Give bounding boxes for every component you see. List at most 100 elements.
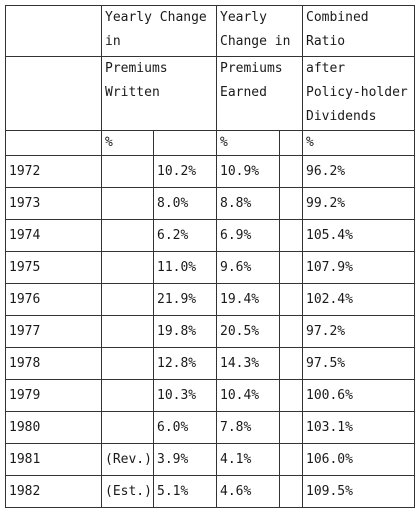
ratio-cell: 107.9% (303, 252, 415, 284)
header-row-2: Premiums Written Premiums Earned after P… (6, 57, 415, 131)
written-cell: 19.8% (154, 316, 217, 348)
earned-cell: 7.8% (217, 412, 280, 444)
earned-spacer (280, 476, 303, 508)
year-cell: 1979 (6, 380, 102, 412)
written-cell: 12.8% (154, 348, 217, 380)
ratio-cell: 102.4% (303, 284, 415, 316)
table-row: 1982 (Est.) 5.1% 4.6% 109.5% (6, 476, 415, 508)
ratio-cell: 100.6% (303, 380, 415, 412)
earned-spacer (280, 156, 303, 188)
earned-subheader-line-1: Premiums (220, 57, 302, 81)
year-header-cell-2 (6, 57, 102, 131)
written-subheader-line-2: Written (105, 81, 216, 105)
note-cell (102, 380, 154, 412)
written-cell: 8.0% (154, 188, 217, 220)
year-cell: 1981 (6, 444, 102, 476)
header-row-1: Yearly Change in Yearly Change in Combin… (6, 6, 415, 57)
earned-spacer (280, 412, 303, 444)
earned-spacer (280, 444, 303, 476)
earned-spacer (280, 380, 303, 412)
earned-header-top: Yearly Change in (217, 6, 303, 57)
unit-earned-spacer (280, 131, 303, 156)
earned-cell: 10.4% (217, 380, 280, 412)
note-cell: (Rev.) (102, 444, 154, 476)
written-cell: 10.3% (154, 380, 217, 412)
ratio-cell: 103.1% (303, 412, 415, 444)
table-row: 1976 21.9% 19.4% 102.4% (6, 284, 415, 316)
earned-spacer (280, 348, 303, 380)
written-header-line-2: in (105, 30, 216, 54)
written-cell: 5.1% (154, 476, 217, 508)
earned-subheader-line-2: Earned (220, 81, 302, 105)
earned-spacer (280, 220, 303, 252)
unit-written-spacer (154, 131, 217, 156)
earned-spacer (280, 284, 303, 316)
year-cell: 1977 (6, 316, 102, 348)
unit-ratio-cell: % (303, 131, 415, 156)
unit-written-cell: % (102, 131, 154, 156)
year-cell: 1975 (6, 252, 102, 284)
year-cell: 1982 (6, 476, 102, 508)
earned-header-line-2: Change in (220, 30, 302, 54)
written-cell: 6.2% (154, 220, 217, 252)
earned-cell: 14.3% (217, 348, 280, 380)
ratio-subheader-line-1: after (306, 57, 414, 81)
note-cell (102, 412, 154, 444)
table-row: 1978 12.8% 14.3% 97.5% (6, 348, 415, 380)
ratio-subheader-line-2: Policy-holder (306, 81, 414, 105)
year-cell: 1974 (6, 220, 102, 252)
earned-cell: 8.8% (217, 188, 280, 220)
note-cell (102, 252, 154, 284)
year-cell: 1978 (6, 348, 102, 380)
year-cell: 1976 (6, 284, 102, 316)
written-subheader-line-1: Premiums (105, 57, 216, 81)
ratio-cell: 97.5% (303, 348, 415, 380)
ratio-cell: 99.2% (303, 188, 415, 220)
table-row: 1979 10.3% 10.4% 100.6% (6, 380, 415, 412)
earned-header-bottom: Premiums Earned (217, 57, 303, 131)
written-cell: 10.2% (154, 156, 217, 188)
note-cell: (Est.) (102, 476, 154, 508)
note-cell (102, 316, 154, 348)
ratio-subheader-line-3: Dividends (306, 105, 414, 129)
earned-cell: 10.9% (217, 156, 280, 188)
year-cell: 1980 (6, 412, 102, 444)
note-cell (102, 284, 154, 316)
year-cell: 1973 (6, 188, 102, 220)
data-rows: 1972 10.2% 10.9% 96.2% 1973 8.0% 8.8% 99… (6, 156, 415, 508)
earned-cell: 20.5% (217, 316, 280, 348)
ratio-cell: 105.4% (303, 220, 415, 252)
table-row: 1975 11.0% 9.6% 107.9% (6, 252, 415, 284)
ratio-header-bottom: after Policy-holder Dividends (303, 57, 415, 131)
earned-cell: 9.6% (217, 252, 280, 284)
ratio-header-top: Combined Ratio (303, 6, 415, 57)
table-row: 1973 8.0% 8.8% 99.2% (6, 188, 415, 220)
earned-header-line-1: Yearly (220, 6, 302, 30)
ratio-cell: 109.5% (303, 476, 415, 508)
unit-earned-cell: % (217, 131, 280, 156)
earned-cell: 19.4% (217, 284, 280, 316)
page: Yearly Change in Yearly Change in Combin… (0, 0, 420, 488)
written-header-line-1: Yearly Change (105, 6, 216, 30)
written-cell: 6.0% (154, 412, 217, 444)
ratio-cell: 97.2% (303, 316, 415, 348)
table-row: 1977 19.8% 20.5% 97.2% (6, 316, 415, 348)
written-cell: 11.0% (154, 252, 217, 284)
earned-cell: 4.6% (217, 476, 280, 508)
earned-cell: 6.9% (217, 220, 280, 252)
insurance-statistics-table: Yearly Change in Yearly Change in Combin… (5, 5, 415, 508)
written-header-top: Yearly Change in (102, 6, 217, 57)
earned-spacer (280, 316, 303, 348)
year-cell: 1972 (6, 156, 102, 188)
note-cell (102, 188, 154, 220)
earned-cell: 4.1% (217, 444, 280, 476)
table-row: 1972 10.2% 10.9% 96.2% (6, 156, 415, 188)
earned-spacer (280, 188, 303, 220)
table-row: 1981 (Rev.) 3.9% 4.1% 106.0% (6, 444, 415, 476)
note-cell (102, 220, 154, 252)
written-cell: 3.9% (154, 444, 217, 476)
written-header-bottom: Premiums Written (102, 57, 217, 131)
note-cell (102, 156, 154, 188)
ratio-header-line-2: Ratio (306, 30, 414, 54)
unit-year-cell (6, 131, 102, 156)
